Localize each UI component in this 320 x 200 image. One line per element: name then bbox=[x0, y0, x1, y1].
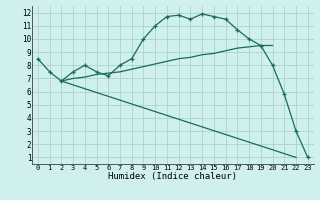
X-axis label: Humidex (Indice chaleur): Humidex (Indice chaleur) bbox=[108, 172, 237, 181]
